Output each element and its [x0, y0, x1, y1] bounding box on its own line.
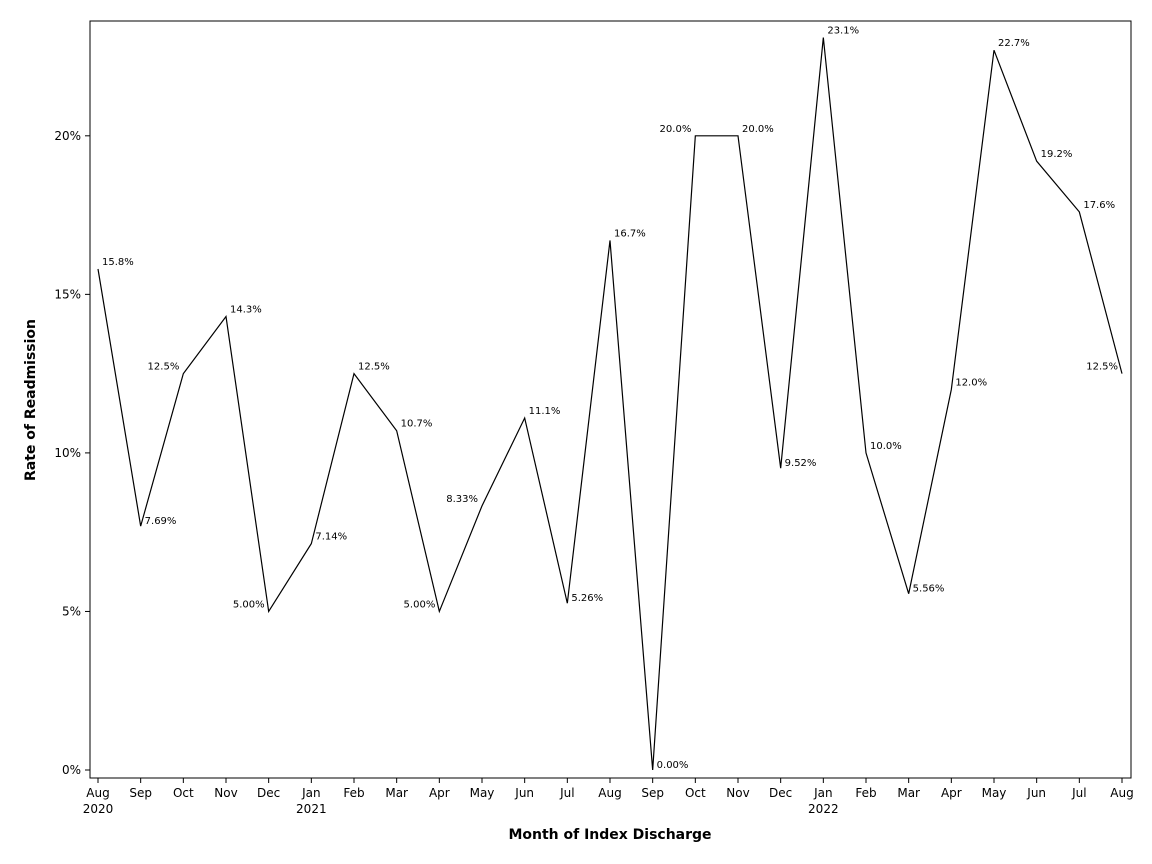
data-label: 20.0%	[742, 124, 774, 135]
x-tick-label: Mar	[385, 786, 408, 800]
x-tick-label: Aug	[86, 786, 109, 800]
x-tick-year-label: 2022	[808, 802, 839, 816]
data-labels-group: 15.8% 7.69% 12.5% 14.3% 5.00% 7.14% 12.5% 10.7%…	[102, 26, 1118, 771]
data-label: 11.1%	[529, 406, 561, 417]
data-label: 14.3%	[230, 305, 262, 316]
data-label: 8.33%	[446, 494, 478, 505]
x-tick-year-label: 2020	[83, 802, 114, 816]
x-tick-label: Jul	[559, 786, 574, 800]
plot-frame	[89, 20, 1132, 779]
x-axis-title: Month of Index Discharge	[508, 827, 711, 843]
x-tick-label: Jan	[813, 786, 833, 800]
data-label: 16.7%	[614, 228, 646, 239]
data-label: 12.0%	[955, 377, 987, 388]
series-line-group	[97, 37, 1123, 771]
x-tick-label: Sep	[129, 786, 152, 800]
data-label: 5.00%	[404, 599, 436, 610]
data-label: 10.0%	[870, 441, 902, 452]
x-tick-label: Jan	[301, 786, 321, 800]
y-tick-label: 10%	[54, 446, 81, 460]
x-tick-label: May	[982, 786, 1007, 800]
x-tick-label: May	[470, 786, 495, 800]
x-tick-year-label: 2021	[296, 802, 327, 816]
x-tick-label: Apr	[429, 786, 450, 800]
data-label: 5.26%	[571, 593, 603, 604]
x-tick-label: Nov	[726, 786, 749, 800]
x-tick-label: Aug	[598, 786, 621, 800]
data-label: 22.7%	[998, 38, 1030, 49]
data-label: 23.1%	[827, 26, 859, 37]
x-tick-label: Apr	[941, 786, 962, 800]
x-tick-label: Dec	[257, 786, 280, 800]
x-tick-label: Nov	[214, 786, 237, 800]
x-axis: Aug 2020 Sep Oct Nov Dec Jan 2021 Feb Mar Apr May Ju…	[83, 778, 1134, 816]
x-tick-label: Mar	[897, 786, 920, 800]
x-tick-label: Jun	[1026, 786, 1046, 800]
data-label: 5.56%	[913, 584, 945, 595]
data-label: 12.5%	[358, 362, 390, 373]
data-label: 7.69%	[145, 516, 177, 527]
y-tick-label: 20%	[54, 129, 81, 143]
data-label: 10.7%	[401, 419, 433, 430]
y-axis: 0% 5% 10% 15% 20%	[54, 129, 90, 777]
x-tick-label: Aug	[1110, 786, 1133, 800]
data-label: 5.00%	[233, 599, 265, 610]
data-label: 19.2%	[1041, 149, 1073, 160]
x-tick-label: Dec	[769, 786, 792, 800]
data-label: 12.5%	[148, 362, 180, 373]
data-label: 17.6%	[1083, 200, 1115, 211]
x-tick-label: Feb	[343, 786, 364, 800]
x-tick-label: Feb	[855, 786, 876, 800]
series-line	[97, 37, 1123, 771]
x-tick-label: Sep	[641, 786, 664, 800]
data-label: 9.52%	[785, 458, 817, 469]
x-tick-label: Jun	[514, 786, 534, 800]
y-tick-label: 0%	[62, 763, 81, 777]
x-tick-label: Oct	[685, 786, 706, 800]
y-axis-title: Rate of Readmission	[23, 319, 39, 481]
data-label: 12.5%	[1086, 362, 1118, 373]
data-label: 15.8%	[102, 257, 134, 268]
y-tick-label: 15%	[54, 287, 81, 301]
data-label: 7.14%	[315, 532, 347, 543]
y-tick-label: 5%	[62, 604, 81, 618]
data-label: 0.00%	[657, 760, 689, 771]
x-tick-label: Jul	[1071, 786, 1086, 800]
data-label: 20.0%	[660, 124, 692, 135]
x-tick-label: Oct	[173, 786, 194, 800]
